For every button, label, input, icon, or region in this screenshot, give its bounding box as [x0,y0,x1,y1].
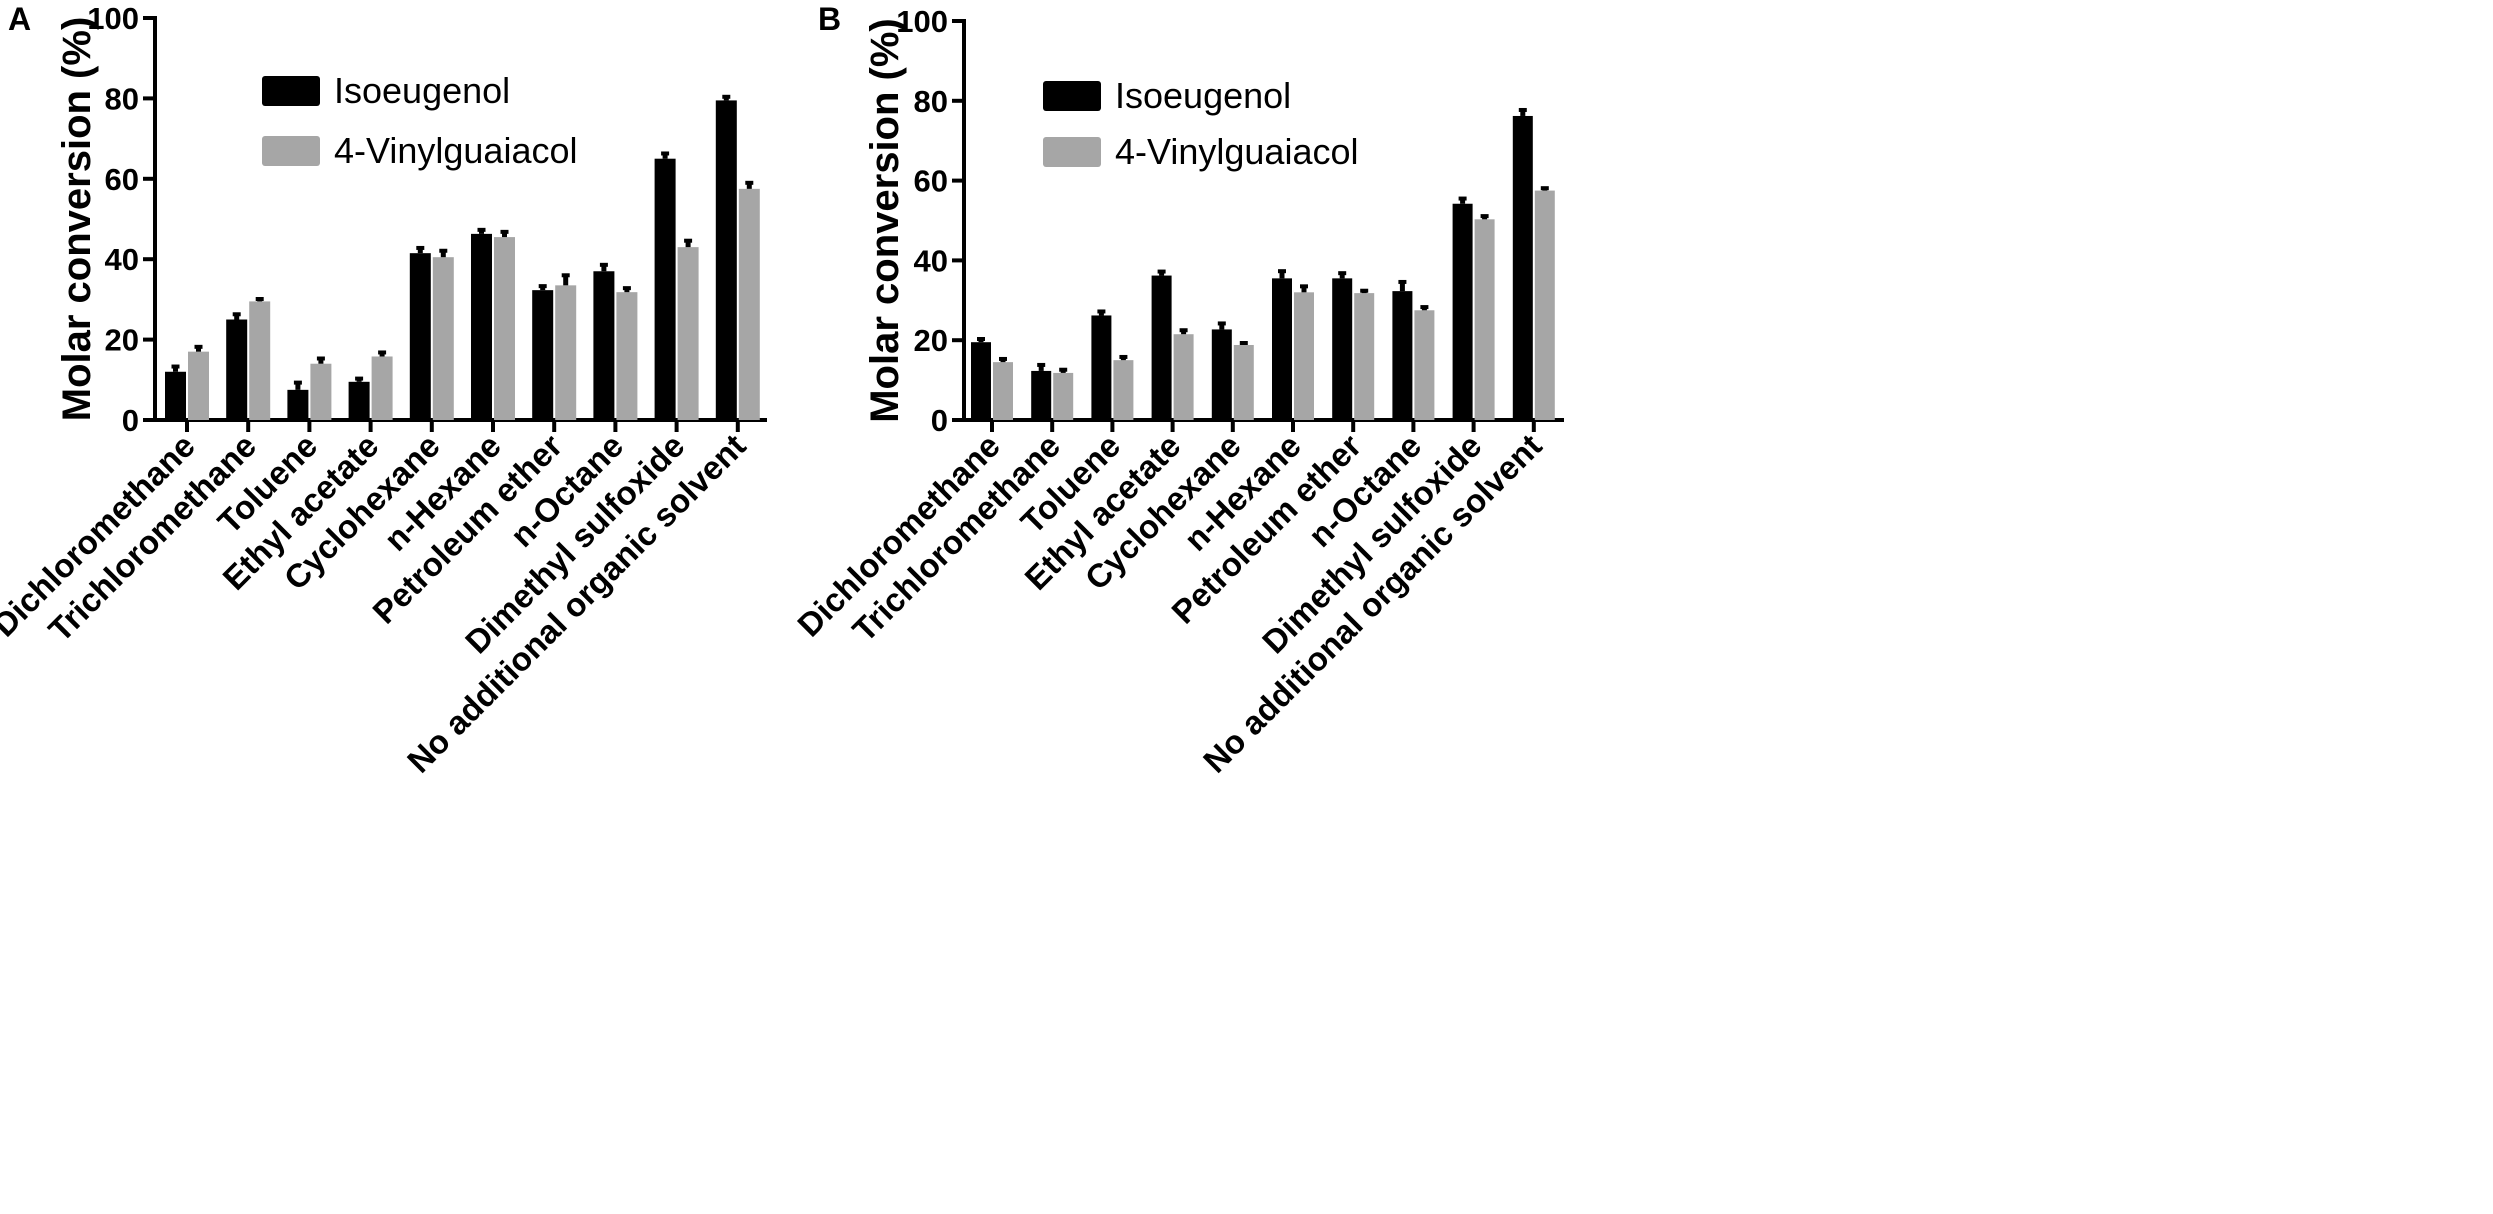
y-tick-label: 20 [914,323,948,358]
panel-label: A [8,1,31,37]
bar-isoeugenol [654,158,676,420]
legend-swatch [1043,81,1101,111]
bar-isoeugenol [1031,370,1052,420]
bar-4-vinylguaiacol [1233,344,1254,420]
legend-swatch [1043,137,1101,167]
bar-isoeugenol [593,271,615,420]
y-tick-label: 60 [914,164,948,199]
bar-isoeugenol [971,342,991,420]
panel-label: B [818,1,841,37]
y-tick-label: 20 [105,323,139,358]
bar-isoeugenol [409,253,431,420]
legend-label: Isoeugenol [334,70,510,111]
bar-4-vinylguaiacol [1294,292,1314,420]
y-tick-label: 0 [931,403,948,438]
bar-isoeugenol [1272,278,1292,420]
bar-4-vinylguaiacol [1534,190,1555,420]
bar-4-vinylguaiacol [555,285,577,420]
legend-swatch [262,76,320,106]
bar-isoeugenol [1332,278,1353,420]
bar-isoeugenol [532,290,554,420]
bar-4-vinylguaiacol [1173,334,1194,420]
bar-4-vinylguaiacol [310,363,332,420]
bar-4-vinylguaiacol [738,188,760,420]
bar-4-vinylguaiacol [1354,293,1375,420]
bar-4-vinylguaiacol [249,301,271,420]
bar-isoeugenol [1091,315,1112,420]
bar-4-vinylguaiacol [494,237,515,420]
legend-label: 4-Vinylguaiacol [1115,131,1359,172]
legend-label: 4-Vinylguaiacol [334,130,578,171]
y-tick-label: 80 [914,84,948,119]
bar-4-vinylguaiacol [1053,372,1074,420]
y-tick-label: 0 [122,403,139,438]
y-tick-label: 40 [914,243,948,278]
bar-4-vinylguaiacol [677,247,699,420]
y-tick-label: 40 [105,242,139,277]
legend-label: Isoeugenol [1115,75,1291,116]
bar-4-vinylguaiacol [993,362,1013,420]
legend-swatch [262,136,320,166]
bar-isoeugenol [1452,203,1473,420]
bar-isoeugenol [1211,329,1232,420]
bar-isoeugenol [165,371,186,420]
bar-isoeugenol [1512,115,1533,420]
bar-4-vinylguaiacol [616,292,638,420]
bar-4-vinylguaiacol [1474,219,1495,420]
y-tick-label: 60 [105,162,139,197]
y-tick-label: 100 [896,4,948,39]
bar-isoeugenol [715,100,737,420]
y-tick-label: 100 [87,1,139,36]
bar-4-vinylguaiacol [371,356,393,420]
bar-isoeugenol [348,381,370,420]
bar-isoeugenol [1392,291,1413,420]
bar-4-vinylguaiacol [188,351,209,420]
bar-4-vinylguaiacol [1113,360,1134,420]
y-axis-label: Molar conversion (%) [863,18,907,423]
bar-isoeugenol [1151,275,1172,420]
y-axis-label: Molar conversion (%) [55,17,99,422]
bar-4-vinylguaiacol [1414,310,1435,420]
bar-isoeugenol [226,319,248,420]
bar-isoeugenol [287,389,309,420]
y-tick-label: 80 [105,81,139,116]
bar-isoeugenol [471,233,492,420]
bar-4-vinylguaiacol [432,257,454,420]
